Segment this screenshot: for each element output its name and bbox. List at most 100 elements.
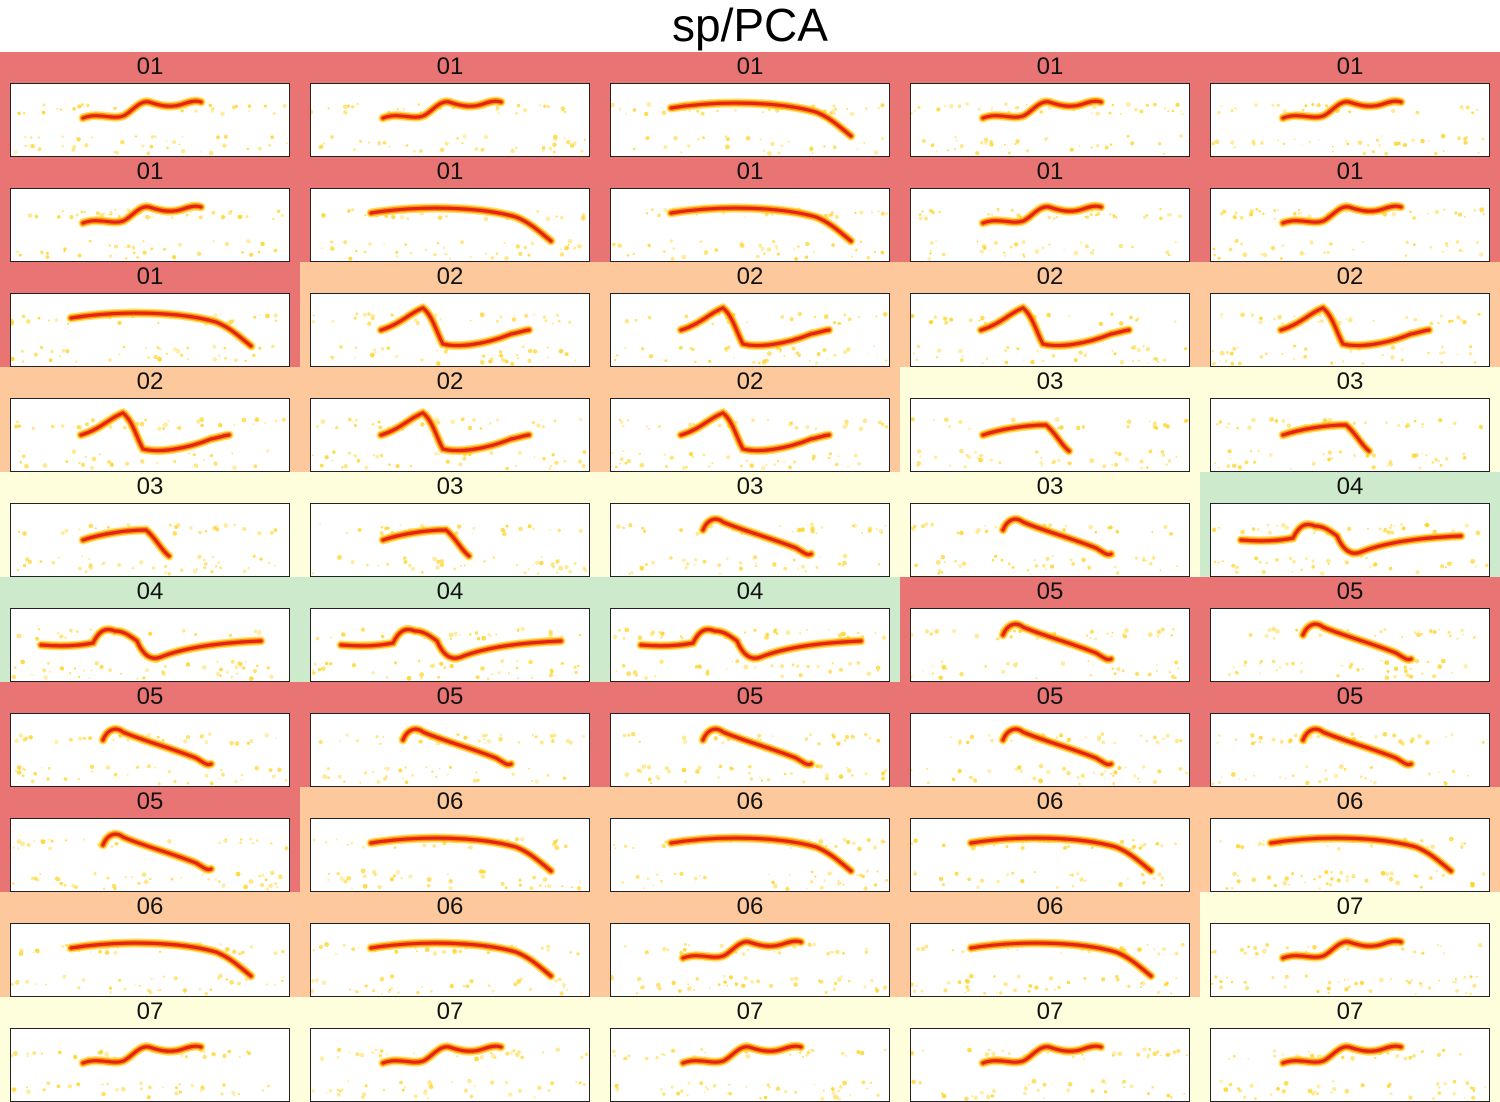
noise-speck — [1123, 1086, 1126, 1089]
noise-speck — [671, 1048, 676, 1053]
noise-speck — [958, 564, 963, 569]
noise-speck — [788, 465, 792, 469]
noise-speck — [1401, 947, 1405, 951]
noise-speck — [1166, 1093, 1171, 1098]
syllable-trace — [676, 407, 834, 456]
noise-speck — [1322, 453, 1325, 456]
noise-speck — [242, 527, 247, 531]
noise-speck — [811, 152, 814, 155]
noise-speck — [985, 529, 989, 533]
noise-speck — [370, 314, 376, 319]
noise-speck — [192, 569, 198, 574]
noise-speck — [657, 778, 660, 780]
noise-speck — [311, 320, 315, 324]
noise-speck — [681, 735, 687, 741]
noise-speck — [1142, 558, 1146, 562]
noise-speck — [419, 149, 423, 153]
noise-speck — [211, 210, 216, 215]
noise-speck — [911, 1051, 914, 1056]
noise-speck — [330, 356, 335, 360]
noise-speck — [1472, 983, 1477, 988]
noise-speck — [1258, 210, 1261, 213]
noise-speck — [115, 150, 119, 155]
noise-speck — [1008, 1052, 1011, 1055]
noise-speck — [254, 417, 260, 422]
noise-speck — [831, 243, 835, 247]
noise-speck — [196, 466, 199, 469]
noise-speck — [490, 1053, 496, 1059]
noise-speck — [816, 664, 820, 669]
noise-speck — [1051, 354, 1056, 358]
noise-speck — [1104, 1082, 1107, 1084]
noise-speck — [866, 838, 871, 843]
noise-speck — [1101, 1079, 1106, 1084]
noise-speck — [144, 418, 147, 422]
noise-speck — [190, 211, 193, 214]
noise-speck — [260, 883, 265, 887]
noise-speck — [1299, 251, 1304, 256]
noise-speck — [1174, 660, 1179, 665]
noise-speck — [512, 1049, 516, 1052]
noise-speck — [162, 1086, 165, 1089]
noise-speck — [834, 214, 839, 220]
noise-speck — [681, 254, 687, 260]
noise-speck — [448, 885, 453, 891]
noise-speck — [200, 423, 204, 428]
noise-speck — [162, 424, 164, 426]
noise-speck — [1013, 629, 1016, 633]
noise-speck — [1076, 425, 1081, 431]
noise-speck — [1286, 423, 1292, 428]
noise-speck — [553, 134, 558, 139]
noise-speck — [1307, 1088, 1313, 1094]
noise-speck — [885, 359, 888, 362]
noise-speck — [1111, 349, 1114, 352]
noise-speck — [34, 983, 37, 986]
noise-speck — [212, 240, 215, 243]
noise-speck — [515, 353, 519, 357]
noise-speck — [178, 1090, 182, 1094]
noise-speck — [1459, 318, 1462, 322]
noise-speck — [848, 1094, 852, 1097]
noise-speck — [1475, 975, 1478, 978]
noise-speck — [989, 458, 994, 462]
noise-speck — [1330, 1091, 1333, 1094]
noise-speck — [873, 250, 877, 254]
noise-speck — [153, 354, 158, 360]
syllable-trace — [679, 306, 831, 348]
noise-speck — [624, 844, 628, 848]
noise-speck — [1168, 671, 1171, 674]
noise-speck — [162, 975, 165, 978]
noise-speck — [1327, 980, 1332, 985]
noise-speck — [258, 874, 262, 878]
noise-speck — [794, 257, 798, 261]
noise-speck — [789, 317, 794, 322]
noise-speck — [758, 361, 761, 365]
noise-speck — [148, 631, 153, 636]
noise-speck — [568, 740, 573, 745]
noise-speck — [1304, 974, 1309, 978]
noise-speck — [1006, 948, 1010, 951]
noise-speck — [1281, 523, 1286, 528]
noise-speck — [444, 141, 449, 146]
noise-speck — [1450, 733, 1454, 737]
noise-speck — [273, 248, 278, 253]
noise-speck — [1063, 248, 1065, 251]
noise-speck — [339, 740, 341, 743]
noise-speck — [921, 139, 926, 143]
noise-speck — [1172, 628, 1175, 631]
noise-speck — [147, 356, 150, 359]
noise-speck — [535, 560, 539, 565]
noise-speck — [1408, 1095, 1413, 1100]
noise-speck — [958, 742, 961, 745]
noise-speck — [108, 358, 112, 362]
noise-speck — [486, 677, 490, 680]
noise-speck — [1166, 213, 1169, 216]
noise-speck — [785, 630, 791, 635]
noise-speck — [232, 105, 236, 110]
noise-speck — [740, 464, 743, 468]
noise-speck — [1223, 1087, 1229, 1092]
noise-speck — [695, 977, 699, 981]
spectrogram-cell: 06 — [900, 892, 1200, 997]
noise-speck — [727, 1091, 731, 1096]
noise-speck — [318, 145, 323, 150]
